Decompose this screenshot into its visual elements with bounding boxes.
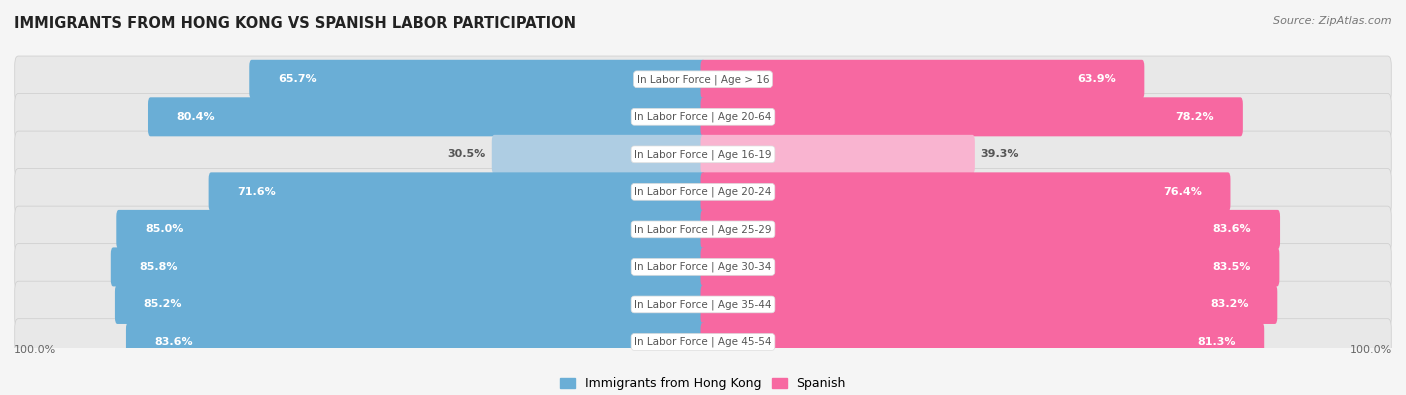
- Text: In Labor Force | Age 25-29: In Labor Force | Age 25-29: [634, 224, 772, 235]
- Text: 83.5%: 83.5%: [1212, 262, 1251, 272]
- Text: 85.0%: 85.0%: [145, 224, 183, 234]
- FancyBboxPatch shape: [14, 206, 1392, 253]
- Text: IMMIGRANTS FROM HONG KONG VS SPANISH LABOR PARTICIPATION: IMMIGRANTS FROM HONG KONG VS SPANISH LAB…: [14, 16, 576, 31]
- Text: 71.6%: 71.6%: [238, 187, 276, 197]
- Text: 85.8%: 85.8%: [139, 262, 179, 272]
- Text: In Labor Force | Age 20-64: In Labor Force | Age 20-64: [634, 111, 772, 122]
- FancyBboxPatch shape: [14, 281, 1392, 328]
- FancyBboxPatch shape: [14, 131, 1392, 178]
- Text: 83.6%: 83.6%: [1213, 224, 1251, 234]
- Text: 81.3%: 81.3%: [1197, 337, 1236, 347]
- Text: In Labor Force | Age 16-19: In Labor Force | Age 16-19: [634, 149, 772, 160]
- Text: 39.3%: 39.3%: [980, 149, 1019, 159]
- Text: 80.4%: 80.4%: [177, 112, 215, 122]
- Text: In Labor Force | Age 30-34: In Labor Force | Age 30-34: [634, 261, 772, 272]
- Text: 100.0%: 100.0%: [14, 345, 56, 355]
- Text: 100.0%: 100.0%: [1350, 345, 1392, 355]
- FancyBboxPatch shape: [700, 60, 1144, 99]
- Text: 78.2%: 78.2%: [1175, 112, 1215, 122]
- Text: 65.7%: 65.7%: [278, 74, 316, 84]
- FancyBboxPatch shape: [148, 97, 706, 136]
- Text: In Labor Force | Age 35-44: In Labor Force | Age 35-44: [634, 299, 772, 310]
- Text: 83.6%: 83.6%: [155, 337, 193, 347]
- FancyBboxPatch shape: [117, 210, 706, 249]
- FancyBboxPatch shape: [14, 94, 1392, 140]
- FancyBboxPatch shape: [208, 172, 706, 211]
- FancyBboxPatch shape: [14, 169, 1392, 215]
- Text: 30.5%: 30.5%: [447, 149, 486, 159]
- Text: Source: ZipAtlas.com: Source: ZipAtlas.com: [1274, 16, 1392, 26]
- Text: 63.9%: 63.9%: [1077, 74, 1116, 84]
- FancyBboxPatch shape: [115, 285, 706, 324]
- Text: In Labor Force | Age > 16: In Labor Force | Age > 16: [637, 74, 769, 85]
- FancyBboxPatch shape: [700, 210, 1279, 249]
- Text: In Labor Force | Age 20-24: In Labor Force | Age 20-24: [634, 186, 772, 197]
- FancyBboxPatch shape: [700, 285, 1277, 324]
- FancyBboxPatch shape: [492, 135, 706, 174]
- FancyBboxPatch shape: [700, 322, 1264, 361]
- FancyBboxPatch shape: [14, 319, 1392, 365]
- FancyBboxPatch shape: [249, 60, 706, 99]
- Legend: Immigrants from Hong Kong, Spanish: Immigrants from Hong Kong, Spanish: [555, 372, 851, 395]
- FancyBboxPatch shape: [14, 244, 1392, 290]
- FancyBboxPatch shape: [700, 172, 1230, 211]
- Text: In Labor Force | Age 45-54: In Labor Force | Age 45-54: [634, 337, 772, 347]
- Text: 76.4%: 76.4%: [1163, 187, 1202, 197]
- FancyBboxPatch shape: [700, 247, 1279, 286]
- FancyBboxPatch shape: [111, 247, 706, 286]
- FancyBboxPatch shape: [127, 322, 706, 361]
- FancyBboxPatch shape: [700, 97, 1243, 136]
- Text: 83.2%: 83.2%: [1211, 299, 1249, 309]
- FancyBboxPatch shape: [700, 135, 974, 174]
- FancyBboxPatch shape: [14, 56, 1392, 103]
- Text: 85.2%: 85.2%: [143, 299, 183, 309]
